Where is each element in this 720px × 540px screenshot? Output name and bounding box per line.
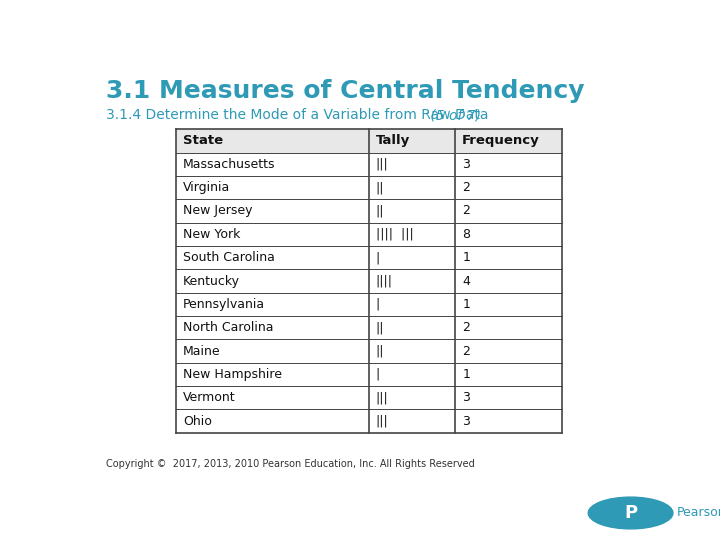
- Text: Vermont: Vermont: [183, 392, 236, 404]
- Text: 2: 2: [462, 181, 470, 194]
- Text: |: |: [376, 251, 380, 264]
- Text: 3.1 Measures of Central Tendency: 3.1 Measures of Central Tendency: [106, 79, 584, 103]
- Text: Maine: Maine: [183, 345, 221, 357]
- Text: 3.1.4 Determine the Mode of a Variable from Raw Data: 3.1.4 Determine the Mode of a Variable f…: [106, 109, 488, 123]
- Circle shape: [588, 497, 673, 529]
- Text: 1: 1: [462, 368, 470, 381]
- Text: Pearson: Pearson: [677, 507, 720, 519]
- Text: 2: 2: [462, 205, 470, 218]
- Text: 8: 8: [462, 228, 470, 241]
- Text: (5 of 7): (5 of 7): [426, 109, 482, 123]
- Text: 1: 1: [462, 298, 470, 311]
- Text: ||: ||: [376, 321, 384, 334]
- Text: ||||: ||||: [376, 274, 392, 287]
- Text: 1: 1: [462, 251, 470, 264]
- Text: ||||  |||: |||| |||: [376, 228, 413, 241]
- Text: Ohio: Ohio: [183, 415, 212, 428]
- Text: |||: |||: [376, 158, 389, 171]
- Text: North Carolina: North Carolina: [183, 321, 274, 334]
- Text: ||: ||: [376, 345, 384, 357]
- Text: 2: 2: [462, 345, 470, 357]
- Text: New Jersey: New Jersey: [183, 205, 253, 218]
- Text: New Hampshire: New Hampshire: [183, 368, 282, 381]
- Text: |||: |||: [376, 415, 389, 428]
- Text: 3: 3: [462, 392, 470, 404]
- Text: 3: 3: [462, 415, 470, 428]
- Text: Copyright ©  2017, 2013, 2010 Pearson Education, Inc. All Rights Reserved: Copyright © 2017, 2013, 2010 Pearson Edu…: [106, 459, 474, 469]
- Text: Massachusetts: Massachusetts: [183, 158, 276, 171]
- Text: 4: 4: [462, 274, 470, 287]
- Text: ||: ||: [376, 205, 384, 218]
- Text: P: P: [624, 504, 637, 522]
- Text: |: |: [376, 368, 380, 381]
- Text: 2: 2: [462, 321, 470, 334]
- Text: Virginia: Virginia: [183, 181, 230, 194]
- Text: 3: 3: [462, 158, 470, 171]
- Text: Kentucky: Kentucky: [183, 274, 240, 287]
- Text: ||: ||: [376, 181, 384, 194]
- Text: Tally: Tally: [376, 134, 410, 147]
- Text: Pennsylvania: Pennsylvania: [183, 298, 265, 311]
- Text: South Carolina: South Carolina: [183, 251, 275, 264]
- Bar: [176, 129, 562, 153]
- Text: 3.1.4 Determine the Mode of a Variable from Raw Data (5 of 7): 3.1.4 Determine the Mode of a Variable f…: [106, 109, 543, 123]
- Text: State: State: [183, 134, 223, 147]
- Text: |: |: [376, 298, 380, 311]
- Text: New York: New York: [183, 228, 240, 241]
- Text: Frequency: Frequency: [462, 134, 540, 147]
- Text: |||: |||: [376, 392, 389, 404]
